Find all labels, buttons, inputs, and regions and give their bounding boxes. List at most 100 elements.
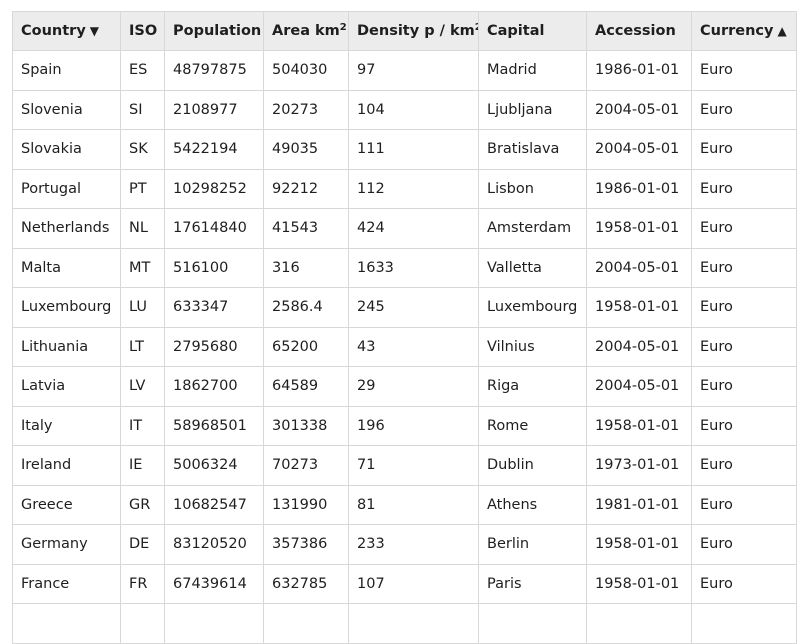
column-header-population[interactable]: Population: [164, 11, 264, 51]
cell-capital: Berlin: [478, 524, 587, 565]
column-header-label: Currency: [700, 23, 774, 39]
cell-accession: 2004-05-01: [586, 89, 692, 130]
cell-capital: Luxembourg: [478, 287, 587, 328]
cell-iso: [120, 603, 165, 644]
cell-population: 633347: [164, 287, 264, 328]
column-header-label: Accession: [595, 23, 676, 39]
countries-table: Country ▼ ISO Population Area km2 Density p /…: [12, 11, 797, 644]
cell-density: 1633: [348, 247, 479, 288]
column-header-iso[interactable]: ISO: [120, 11, 165, 51]
superscript: 2: [339, 22, 347, 33]
table-row: Germany DE 83120520 357386 233 Berlin 1958-01-…: [12, 524, 797, 565]
cell-accession: 1986-01-01: [586, 168, 692, 209]
cell-area: 632785: [263, 563, 349, 604]
cell-area: 92212: [263, 168, 349, 209]
cell-country: Slovakia: [12, 129, 121, 170]
column-header-label: ISO: [129, 23, 158, 39]
cell-capital: Vilnius: [478, 326, 587, 367]
cell-accession: 1958-01-01: [586, 405, 692, 446]
cell-population: 83120520: [164, 524, 264, 565]
cell-area: 65200: [263, 326, 349, 367]
cell-accession: 1958-01-01: [586, 208, 692, 249]
cell-country: Latvia: [12, 366, 121, 407]
cell-capital: Athens: [478, 484, 587, 525]
sort-descending-icon: ▼: [89, 24, 100, 38]
cell-country: Luxembourg: [12, 287, 121, 328]
column-header-area[interactable]: Area km2: [263, 11, 349, 51]
cell-population: 1862700: [164, 366, 264, 407]
cell-area: 20273: [263, 89, 349, 130]
cell-currency: Euro: [691, 208, 797, 249]
cell-country: France: [12, 563, 121, 604]
cell-area: 41543: [263, 208, 349, 249]
cell-density: 71: [348, 445, 479, 486]
cell-iso: IE: [120, 445, 165, 486]
column-header-label: Population: [173, 23, 262, 39]
cell-density: 424: [348, 208, 479, 249]
cell-country: Germany: [12, 524, 121, 565]
cell-area: 49035: [263, 129, 349, 170]
cell-iso: IT: [120, 405, 165, 446]
cell-currency: Euro: [691, 168, 797, 209]
table-body: Spain ES 48797875 504030 97 Madrid 1986-01-01 E…: [12, 50, 797, 644]
cell-accession: 1958-01-01: [586, 524, 692, 565]
cell-currency: Euro: [691, 563, 797, 604]
cell-area: 316: [263, 247, 349, 288]
cell-currency: Euro: [691, 524, 797, 565]
cell-country: Spain: [12, 50, 121, 91]
table-row: Ireland IE 5006324 70273 71 Dublin 1973-01-01 E…: [12, 445, 797, 486]
cell-currency: Euro: [691, 129, 797, 170]
cell-density: 81: [348, 484, 479, 525]
cell-accession: 1981-01-01: [586, 484, 692, 525]
column-header-density[interactable]: Density p / km2: [348, 11, 479, 51]
cell-capital: Paris: [478, 563, 587, 604]
cell-currency: Euro: [691, 247, 797, 288]
table-row: Greece GR 10682547 131990 81 Athens 1981-01-01…: [12, 484, 797, 525]
cell-population: 5422194: [164, 129, 264, 170]
cell-currency: [691, 603, 797, 644]
cell-capital: Amsterdam: [478, 208, 587, 249]
column-header-country[interactable]: Country ▼: [12, 11, 121, 51]
cell-capital: Dublin: [478, 445, 587, 486]
cell-iso: LU: [120, 287, 165, 328]
column-header-label: Area km: [272, 23, 340, 39]
cell-population: [164, 603, 264, 644]
table-row: Luxembourg LU 633347 2586.4 245 Luxembourg 195…: [12, 287, 797, 328]
cell-accession: 1973-01-01: [586, 445, 692, 486]
cell-country: Ireland: [12, 445, 121, 486]
cell-population: 48797875: [164, 50, 264, 91]
cell-density: 112: [348, 168, 479, 209]
cell-population: 10682547: [164, 484, 264, 525]
sort-ascending-icon: ▲: [777, 24, 787, 38]
cell-accession: 2004-05-01: [586, 247, 692, 288]
table-row: Slovakia SK 5422194 49035 111 Bratislava 2004-…: [12, 129, 797, 170]
cell-capital: Lisbon: [478, 168, 587, 209]
cell-country: Slovenia: [12, 89, 121, 130]
column-header-label: Country: [21, 23, 86, 39]
cell-accession: 2004-05-01: [586, 129, 692, 170]
column-header-capital[interactable]: Capital: [478, 11, 587, 51]
cell-population: 10298252: [164, 168, 264, 209]
cell-capital: Valletta: [478, 247, 587, 288]
cell-currency: Euro: [691, 445, 797, 486]
table-row: Portugal PT 10298252 92212 112 Lisbon 1986-01-…: [12, 168, 797, 209]
cell-iso: GR: [120, 484, 165, 525]
column-header-currency[interactable]: Currency ▲: [691, 11, 797, 51]
cell-population: 67439614: [164, 563, 264, 604]
cell-iso: SI: [120, 89, 165, 130]
cell-country: [12, 603, 121, 644]
column-header-accession[interactable]: Accession: [586, 11, 692, 51]
cell-population: 2795680: [164, 326, 264, 367]
table-row: France FR 67439614 632785 107 Paris 1958-01-01…: [12, 563, 797, 604]
cell-iso: LV: [120, 366, 165, 407]
table-row: Slovenia SI 2108977 20273 104 Ljubljana 2004-0…: [12, 89, 797, 130]
cell-density: 196: [348, 405, 479, 446]
cell-density: 233: [348, 524, 479, 565]
cell-country: Italy: [12, 405, 121, 446]
cell-area: 2586.4: [263, 287, 349, 328]
table-row: Netherlands NL 17614840 41543 424 Amsterdam 19…: [12, 208, 797, 249]
cell-area: [263, 603, 349, 644]
cell-iso: DE: [120, 524, 165, 565]
table-row: Italy IT 58968501 301338 196 Rome 1958-01-01 Eu…: [12, 405, 797, 446]
cell-population: 5006324: [164, 445, 264, 486]
